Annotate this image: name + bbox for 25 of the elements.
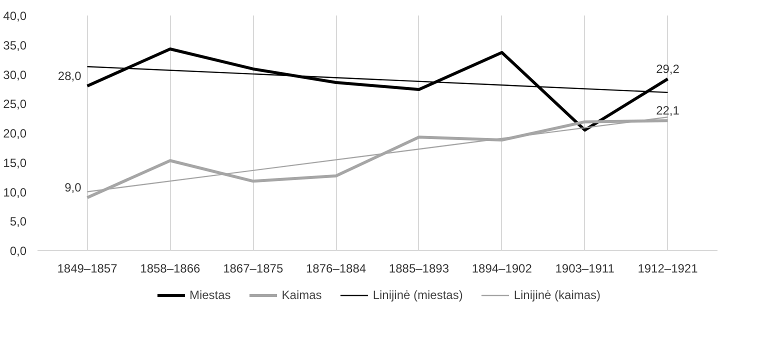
x-tick-label: 1885–1893 bbox=[388, 262, 450, 276]
legend-label: Linijinė (miestas) bbox=[372, 288, 463, 302]
data-label: 22,1 bbox=[656, 104, 680, 118]
legend-label: Miestas bbox=[189, 288, 231, 302]
x-tick-label: 1903–1911 bbox=[555, 262, 615, 276]
data-label: 29,2 bbox=[656, 62, 680, 76]
y-tick-label: 0,0 bbox=[10, 244, 27, 258]
y-tick-label: 30,0 bbox=[3, 68, 27, 82]
y-tick-label: 35,0 bbox=[3, 38, 27, 52]
data-label: 28,0 bbox=[58, 69, 82, 83]
x-tick-label: 1849–1857 bbox=[57, 262, 118, 276]
x-tick-label: 1912–1921 bbox=[638, 262, 698, 276]
x-tick-label: 1858–1866 bbox=[140, 262, 201, 276]
legend-label: Linijinė (kaimas) bbox=[514, 288, 601, 302]
x-tick-label: 1876–1884 bbox=[306, 262, 366, 276]
y-tick-label: 40,0 bbox=[3, 9, 27, 23]
x-tick-label: 1867–1875 bbox=[223, 262, 284, 276]
legend-label: Kaimas bbox=[282, 288, 322, 302]
y-tick-label: 5,0 bbox=[10, 214, 27, 229]
y-tick-label: 15,0 bbox=[3, 156, 27, 170]
y-tick-label: 25,0 bbox=[3, 97, 27, 112]
x-tick-label: 1894–1902 bbox=[472, 262, 532, 276]
data-label: 9,0 bbox=[64, 180, 82, 195]
y-tick-label: 10,0 bbox=[3, 185, 27, 200]
y-tick-label: 20,0 bbox=[3, 126, 27, 140]
